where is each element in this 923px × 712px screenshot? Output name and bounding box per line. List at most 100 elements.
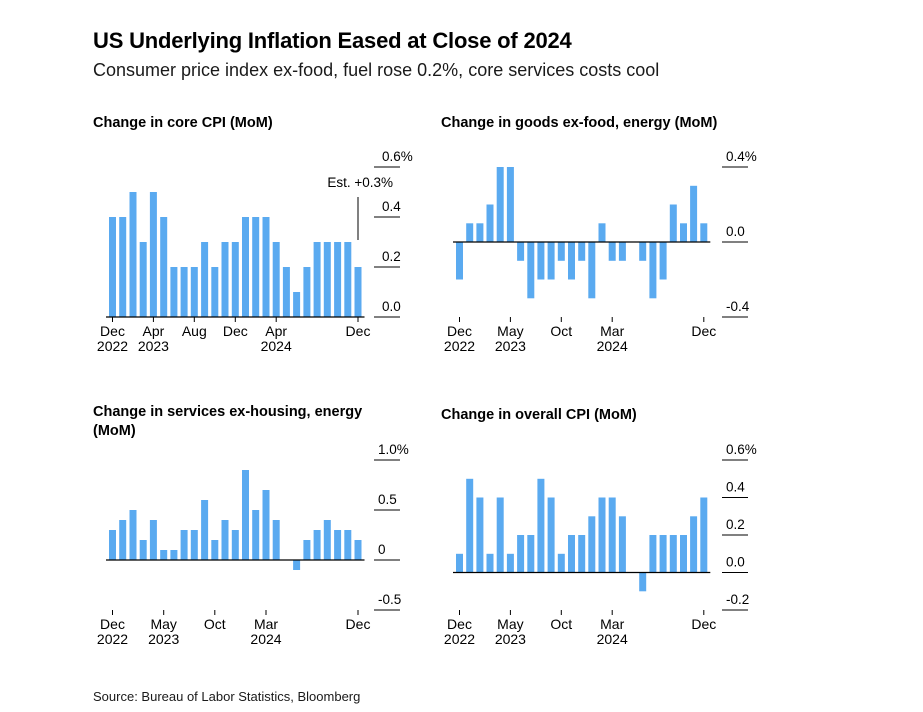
goods-bar-2022-12 — [456, 242, 463, 280]
services-xtick-year-1: 2023 — [148, 631, 179, 647]
goods-bar-2023-01 — [466, 223, 474, 243]
goods-xtick-label-1: May — [497, 323, 523, 339]
services-bar-2024-03 — [262, 490, 270, 560]
services-xtick-label-2: Oct — [204, 616, 226, 632]
overall-cpi-xtick-label-2: Oct — [550, 616, 572, 632]
services-xtick-label-4: Dec — [346, 616, 371, 632]
core-cpi-bar-2023-08 — [190, 267, 198, 317]
core-cpi-bar-2024-10 — [334, 242, 342, 317]
overall-cpi-bar-2024-11 — [690, 516, 698, 573]
overall-cpi-bar-2023-07 — [527, 535, 535, 573]
services-bar-2023-05 — [160, 550, 168, 560]
source-note: Source: Bureau of Labor Statistics, Bloo… — [93, 689, 361, 704]
services-bar-2024-01 — [242, 470, 249, 560]
overall-cpi-bar-2024-10 — [680, 535, 687, 573]
core-cpi-bar-2022-12 — [109, 217, 116, 317]
core-cpi-xtick-label-4: Apr — [265, 323, 287, 339]
services-bar-2023-12 — [231, 530, 239, 560]
services-bar-2023-06 — [170, 550, 178, 560]
services-xtick-label-0: Dec — [100, 616, 125, 632]
core-cpi-bar-2024-08 — [313, 242, 321, 317]
core-cpi-xtick-label-1: Apr — [143, 323, 165, 339]
overall-cpi-bar-2024-07 — [649, 535, 657, 573]
core-cpi-bar-2024-04 — [272, 242, 280, 317]
goods-bar-2023-09 — [547, 242, 555, 280]
core-cpi-bar-2024-09 — [323, 242, 331, 317]
overall-cpi-bar-2023-02 — [476, 497, 484, 573]
services-ytick-label-3: -0.5 — [378, 592, 401, 607]
services-bar-2023-03 — [139, 540, 147, 560]
services-ytick-label-1: 0.5 — [378, 492, 397, 507]
services-bar-2024-11 — [344, 530, 352, 560]
core-cpi-bar-2024-06 — [293, 292, 301, 317]
goods-bar-2024-06 — [639, 242, 647, 261]
services-xtick-year-3: 2024 — [250, 631, 281, 647]
overall-cpi-bar-2023-01 — [466, 478, 474, 573]
services-bar-2024-02 — [252, 510, 260, 560]
goods-xtick-year-1: 2023 — [495, 338, 526, 354]
goods-bar-2023-08 — [537, 242, 545, 280]
services-bar-2023-07 — [180, 530, 188, 560]
goods-bar-2024-11 — [690, 185, 698, 242]
overall-cpi-bar-2024-01 — [588, 516, 596, 573]
overall-cpi-bar-2024-09 — [669, 535, 677, 573]
services-bar-2024-12 — [354, 540, 362, 560]
goods-bar-2024-02 — [598, 223, 606, 243]
core-cpi-bar-2024-01 — [242, 217, 249, 317]
core-cpi-bar-2024-05 — [282, 267, 290, 317]
core-cpi-bar-2023-09 — [201, 242, 209, 317]
overall-cpi-bar-2023-12 — [578, 535, 586, 573]
overall-cpi-bar-2022-12 — [456, 553, 463, 573]
services-bar-2024-06 — [293, 560, 301, 570]
page-title: US Underlying Inflation Eased at Close o… — [93, 28, 572, 53]
overall-cpi-bar-2023-08 — [537, 478, 545, 573]
core-cpi-xtick-year-1: 2023 — [138, 338, 169, 354]
services-xtick-year-0: 2022 — [97, 631, 128, 647]
overall-cpi-bar-2023-10 — [557, 553, 565, 573]
overall-cpi-ytick-label-0: 0.6% — [726, 442, 757, 457]
services-bar-2024-04 — [272, 520, 280, 560]
goods-xtick-year-3: 2024 — [597, 338, 628, 354]
goods-bar-2023-11 — [568, 242, 575, 280]
core-cpi-bar-2024-11 — [344, 242, 352, 317]
goods-bar-2023-07 — [527, 242, 535, 299]
overall-cpi-xtick-label-0: Dec — [447, 616, 472, 632]
services-bar-2023-10 — [211, 540, 219, 560]
services-bar-2023-08 — [190, 530, 198, 560]
page-subtitle: Consumer price index ex-food, fuel rose … — [93, 60, 660, 80]
services-ytick-label-0: 1.0% — [378, 442, 409, 457]
services-bar-2022-12 — [109, 530, 116, 560]
core-cpi-xtick-year-0: 2022 — [97, 338, 128, 354]
services-bar-2024-07 — [303, 540, 311, 560]
goods-bar-2024-10 — [680, 223, 687, 243]
goods-bar-2024-07 — [649, 242, 657, 299]
overall-cpi-xtick-label-1: May — [497, 616, 523, 632]
services-xtick-label-1: May — [150, 616, 176, 632]
services-bar-2023-09 — [201, 500, 209, 560]
goods-bar-2024-09 — [669, 204, 677, 242]
overall-cpi-bar-2023-05 — [506, 553, 514, 573]
chart-title-services: Change in services ex-housing, energy (M… — [93, 404, 363, 439]
core-cpi-estimate-label: Est. +0.3% — [327, 175, 393, 190]
overall-cpi-xtick-label-4: Dec — [691, 616, 716, 632]
goods-bar-2024-03 — [608, 242, 616, 261]
overall-cpi-ytick-label-4: -0.2 — [726, 592, 749, 607]
overall-cpi-ytick-label-1: 0.4 — [726, 480, 745, 495]
goods-bar-2024-01 — [588, 242, 596, 299]
overall-cpi-xtick-year-3: 2024 — [597, 631, 628, 647]
services-bar-2023-02 — [129, 510, 137, 560]
overall-cpi-bar-2024-08 — [659, 535, 667, 573]
overall-cpi-bar-2024-03 — [608, 497, 616, 573]
core-cpi-bar-2023-06 — [170, 267, 178, 317]
core-cpi-ytick-label-3: 0.0 — [382, 299, 401, 314]
overall-cpi-bar-2023-09 — [547, 497, 555, 573]
overall-cpi-bar-2023-03 — [486, 553, 494, 573]
overall-cpi-xtick-year-0: 2022 — [444, 631, 475, 647]
goods-ytick-label-1: 0.0 — [726, 224, 745, 239]
overall-cpi-bar-2024-02 — [598, 497, 606, 573]
goods-bar-2023-06 — [517, 242, 525, 261]
core-cpi-ytick-label-2: 0.2 — [382, 249, 401, 264]
goods-bar-2023-02 — [476, 223, 484, 243]
